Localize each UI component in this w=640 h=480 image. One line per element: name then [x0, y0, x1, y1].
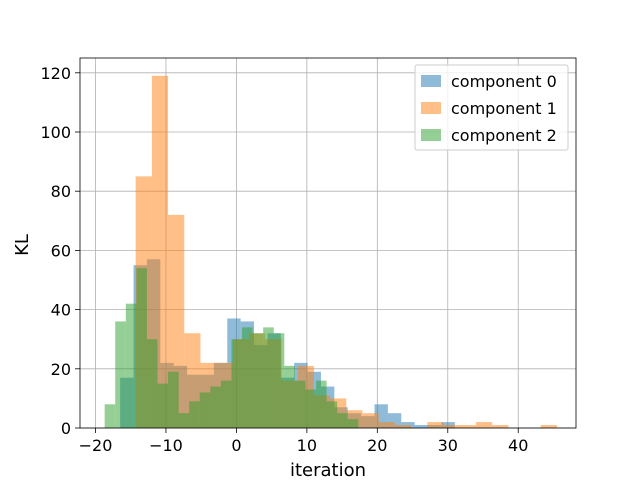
x-tick-label: 0: [231, 436, 241, 455]
histogram-bar: [378, 422, 395, 428]
y-tick-label: 80: [51, 182, 71, 201]
histogram-bar: [305, 389, 317, 428]
histogram-bar: [125, 303, 137, 428]
histogram-bar: [157, 383, 169, 428]
y-axis-ticks: 0 20 40 60 80 100 120: [40, 64, 80, 438]
plot-frame: [79, 57, 577, 429]
histogram-bar: [168, 371, 179, 428]
y-tick-label: 20: [51, 360, 71, 379]
histogram-bar: [242, 327, 253, 428]
histogram-bar: [178, 413, 190, 428]
histogram-bar: [401, 422, 415, 428]
histogram-bar: [136, 268, 147, 428]
histogram-bar: [316, 380, 327, 428]
legend-label: component 2: [451, 126, 557, 145]
y-axis-label: KL: [12, 234, 33, 256]
histogram-bar: [231, 339, 243, 428]
y-tick-label: 60: [51, 241, 71, 260]
histogram-bar: [492, 425, 509, 428]
histogram-bar: [394, 425, 412, 428]
histogram-bar: [220, 380, 232, 428]
histogram-bar: [294, 380, 306, 428]
x-tick-label: 40: [508, 436, 528, 455]
legend-label: component 0: [451, 72, 557, 91]
histogram-bar: [475, 422, 493, 428]
histogram-bar: [210, 386, 221, 428]
histogram-bar: [441, 422, 455, 428]
histogram-bar: [273, 333, 285, 428]
y-tick-label: 100: [40, 123, 71, 142]
x-axis-ticks: −20 −10 0 10 20 30 40: [79, 428, 528, 455]
legend-label: component 1: [451, 99, 557, 118]
histogram-bar: [337, 413, 348, 428]
legend-box: [414, 64, 569, 151]
histogram-bar: [199, 392, 211, 428]
histogram-bar: [540, 425, 557, 428]
histogram-bar: [146, 339, 158, 428]
y-tick-label: 40: [51, 301, 71, 320]
histogram-bar: [459, 425, 476, 428]
y-tick-label: 0: [61, 419, 71, 438]
histogram-bar: [347, 419, 359, 428]
legend: component 0 component 1 component 2: [414, 64, 569, 151]
histogram-bar: [427, 422, 444, 428]
x-tick-label: 10: [297, 436, 317, 455]
histogram-bar: [414, 425, 429, 428]
x-tick-label: 30: [438, 436, 458, 455]
histogram-bar: [443, 425, 460, 428]
histogram-bar: [326, 401, 338, 428]
x-tick-label: 20: [367, 436, 387, 455]
histogram-bar: [263, 327, 274, 428]
x-axis-label: iteration: [290, 460, 366, 480]
x-tick-label: −10: [149, 436, 183, 455]
legend-swatch: [421, 102, 441, 114]
series-2-bars: [104, 268, 359, 428]
histogram-bar: [104, 404, 116, 428]
histogram-bar: [189, 401, 200, 428]
x-tick-label: −20: [79, 436, 113, 455]
histogram-bar: [284, 365, 295, 428]
histogram-bars: [104, 75, 557, 428]
histogram-bar: [362, 413, 379, 428]
legend-swatch: [421, 75, 441, 87]
y-tick-label: 120: [40, 64, 71, 83]
legend-swatch: [421, 129, 441, 141]
histogram-bar: [252, 333, 264, 428]
histogram-bar: [115, 321, 126, 428]
